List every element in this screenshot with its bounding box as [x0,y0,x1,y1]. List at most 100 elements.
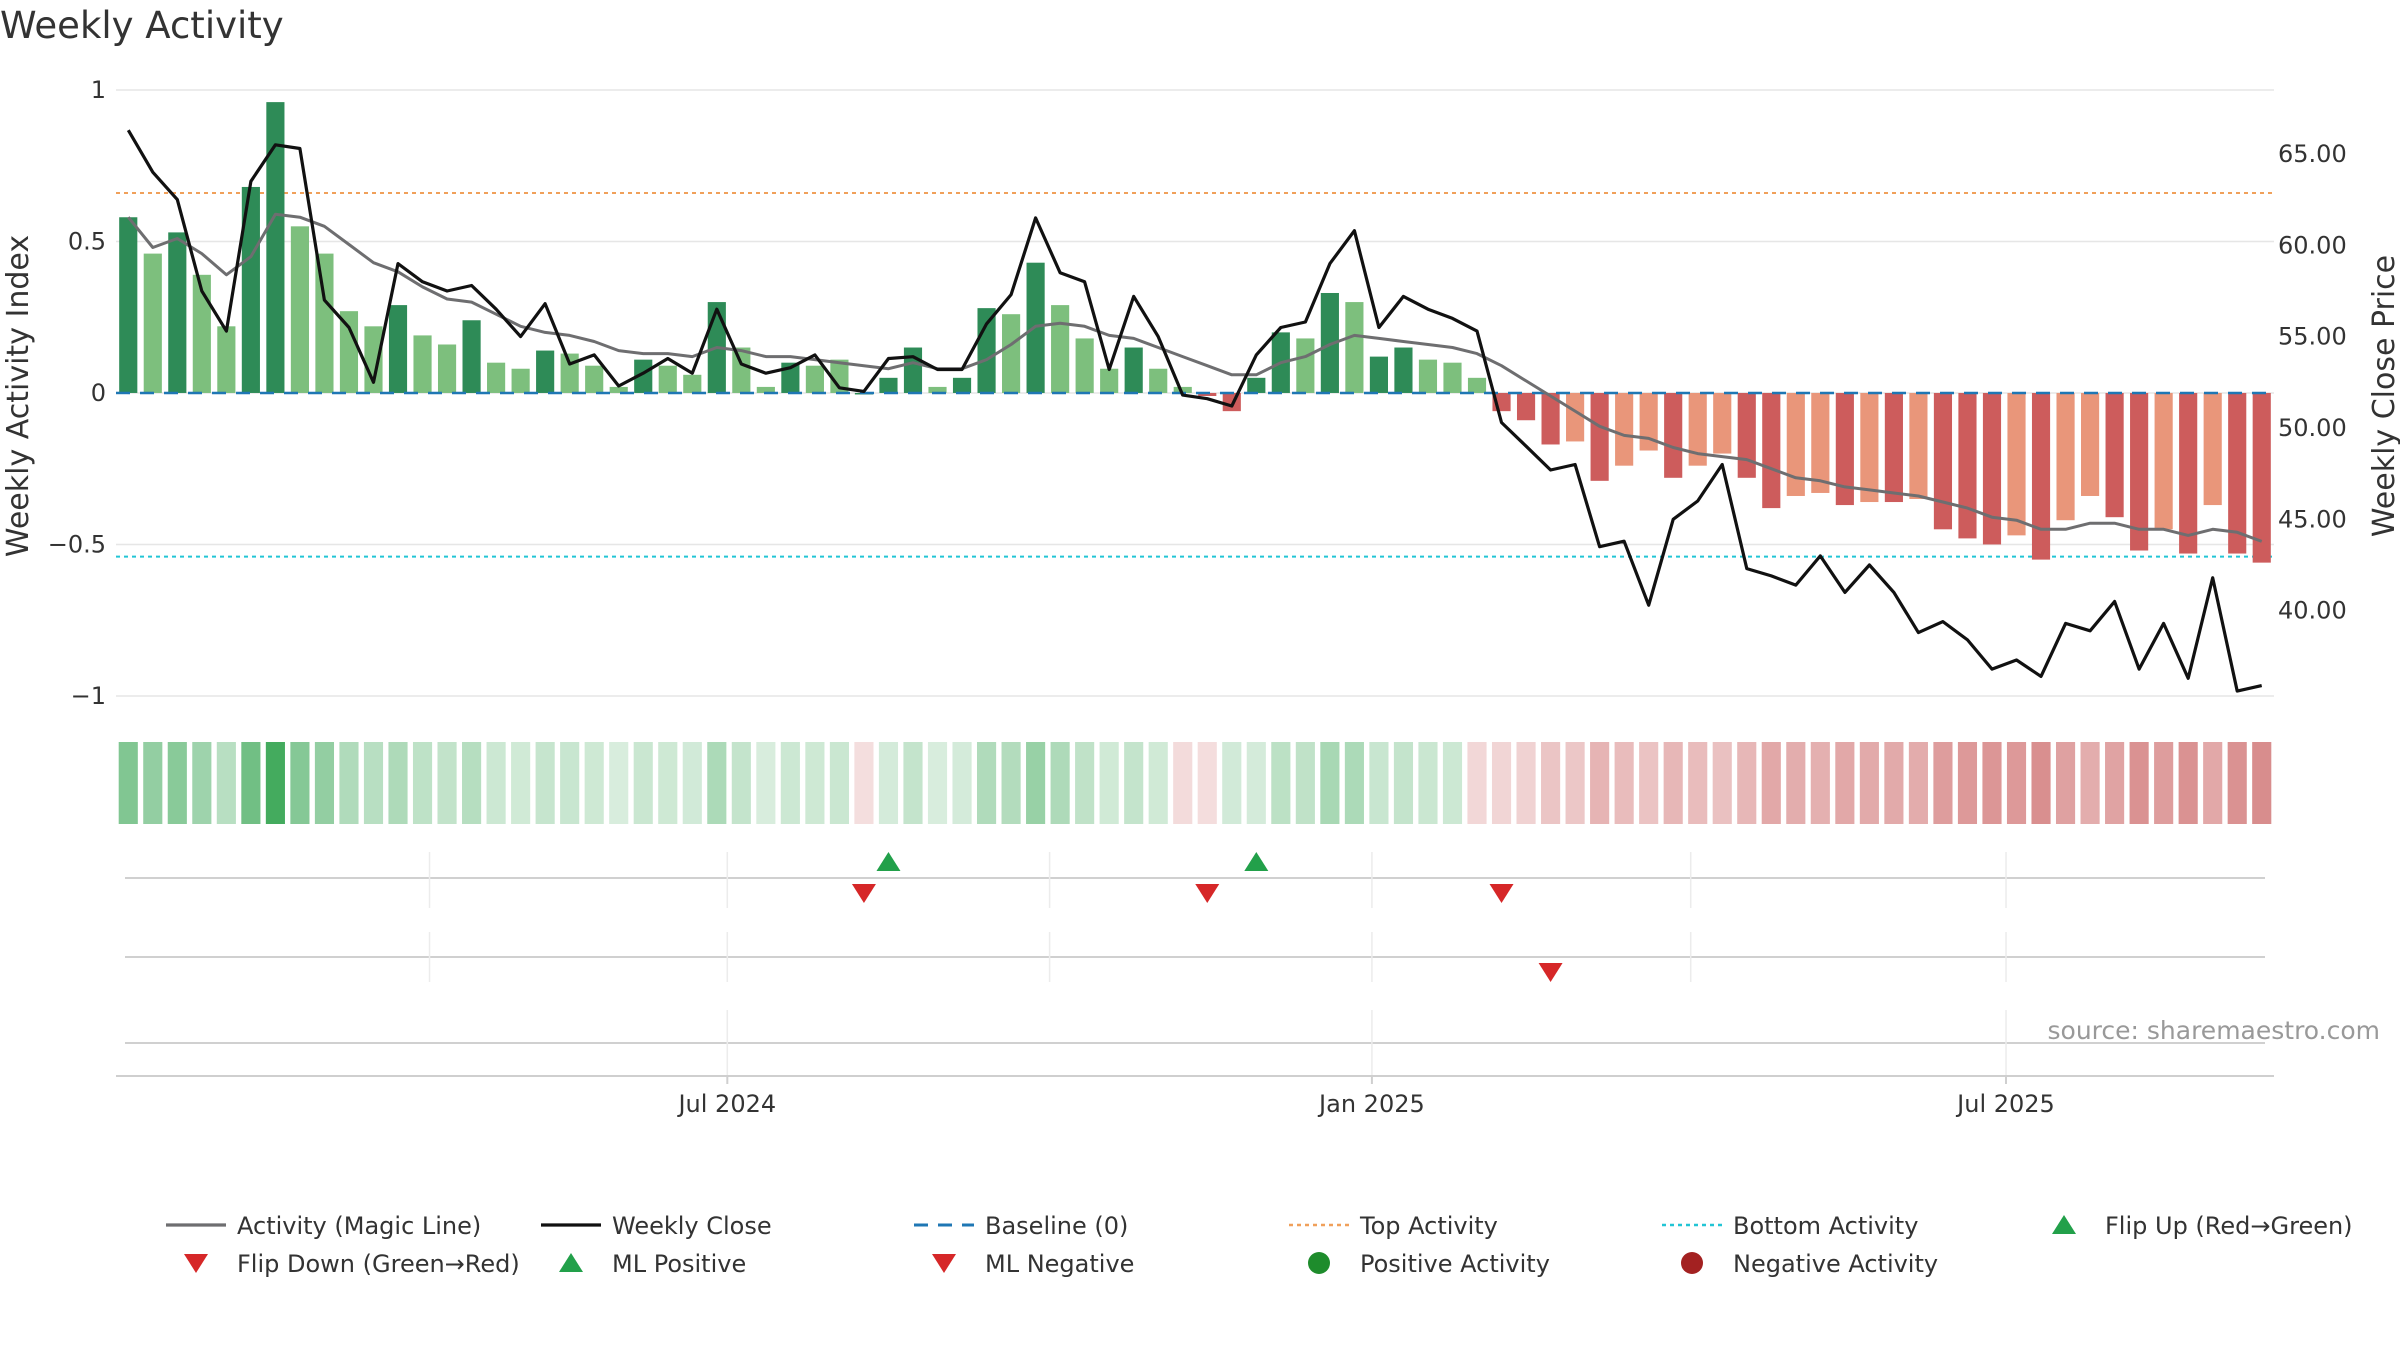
strip-cell [1369,742,1389,824]
strip-cell [584,742,604,824]
flip-down-marker [851,884,876,903]
activity-bar [683,374,702,393]
activity-bar [1982,392,2002,545]
strip-cell [609,742,629,824]
strip-cell [1688,742,1708,824]
activity-bar [511,368,530,393]
activity-bar [1345,302,1364,393]
right-axis-title: Weekly Close Price [2367,255,2400,537]
strip-cell [1344,742,1364,824]
activity-bar [290,226,309,393]
date-tick-label: Jul 2025 [1955,1090,2055,1118]
activity-bar [2130,392,2149,551]
activity-bar [1467,377,1487,393]
strip-cell [216,742,236,824]
activity-bar [732,347,751,393]
legend-label: Flip Up (Red→Green) [2105,1212,2353,1240]
legend-label: Bottom Activity [1733,1212,1918,1240]
activity-bar [1639,392,1658,451]
activity-bar [1075,338,1094,393]
legend-label: Positive Activity [1360,1250,1550,1278]
activity-bar [1247,377,1266,393]
strip-cell [1148,742,1168,824]
strip-cell [1271,742,1291,824]
activity-bar [1909,392,1928,500]
legend-item: Weekly Close [541,1212,772,1240]
activity-bar [1688,392,1707,466]
activity-bar [192,274,211,393]
right-axis-ticks: 40.00 45.00 50.00 55.00 60.00 65.00 [2278,140,2347,625]
activity-bar [1860,392,1879,503]
legend-item: ML Positive [559,1250,746,1278]
legend-circle-icon [1308,1252,1330,1274]
strip-cell [1957,742,1978,824]
activity-bar [560,353,579,393]
legend-label: Weekly Close [612,1212,772,1240]
legend-label: Top Activity [1359,1212,1498,1240]
left-tick-label: −0.5 [48,530,106,558]
strip-cell [1908,742,1928,824]
strip-cell [1467,742,1487,824]
legend-circle-icon [1681,1252,1703,1274]
strip-cell [854,742,874,824]
strip-cell [756,742,776,824]
series-lines [126,129,2263,693]
strip-cell [339,742,359,824]
activity-bar [1173,386,1192,393]
activity-bar [1541,392,1560,445]
activity-bars [116,102,2274,563]
strip-cell [462,742,482,824]
strip-cell [388,742,408,824]
strip-cell [1835,742,1855,824]
strip-cell [1075,742,1095,824]
left-tick-label: 0.5 [68,227,106,255]
strip-cell [2178,742,2198,824]
strip-cell [560,742,580,824]
activity-bar [315,253,334,393]
activity-bar [1762,392,1781,509]
source-credit: source: sharemaestro.com [2048,1016,2381,1045]
strip-cell [1884,742,1904,824]
legend-item: Top Activity [1289,1212,1498,1240]
strip-cell [682,742,702,824]
activity-bar [1516,392,1536,421]
strip-cell [927,742,948,824]
left-axis-ticks: 1 0.5 0 −0.5 −1 [48,76,106,710]
strip-cell [314,742,335,824]
strip-cell [707,742,727,824]
date-tick-label: Jul 2024 [676,1090,776,1118]
strip-cell [265,742,285,824]
activity-bar [903,347,923,393]
activity-bar [977,308,996,393]
strip-cell [2006,742,2027,824]
strip-cell [1173,742,1193,824]
activity-bar [217,326,236,393]
legend-label: Negative Activity [1733,1250,1938,1278]
activity-bar [1124,347,1143,393]
activity-bar [658,365,677,393]
strip-cell [1124,742,1144,824]
right-tick-label: 65.00 [2278,140,2347,168]
activity-bar [1615,392,1634,466]
legend-triangle-down-icon [932,1254,956,1273]
activity-bar [952,377,972,393]
strip-cell [1639,742,1659,824]
flip-down-marker [1538,963,1563,982]
date-tick-label: Jan 2025 [1317,1090,1425,1118]
legend-triangle-up-icon [559,1253,583,1272]
strip-cell [2203,742,2223,824]
legend-item: Baseline (0) [914,1212,1128,1240]
activity-bar [119,217,138,393]
strip-cell [1050,742,1070,824]
strip-cell [1712,742,1732,824]
activity-strip [118,742,2272,824]
activity-bar [1811,392,1830,493]
activity-bar [830,359,849,393]
strip-cell [1761,742,1781,824]
activity-bar [1002,314,1021,393]
activity-bar [536,350,555,393]
strip-cell [1737,742,1757,824]
activity-bar [1933,392,1953,530]
strip-cell [167,742,187,824]
